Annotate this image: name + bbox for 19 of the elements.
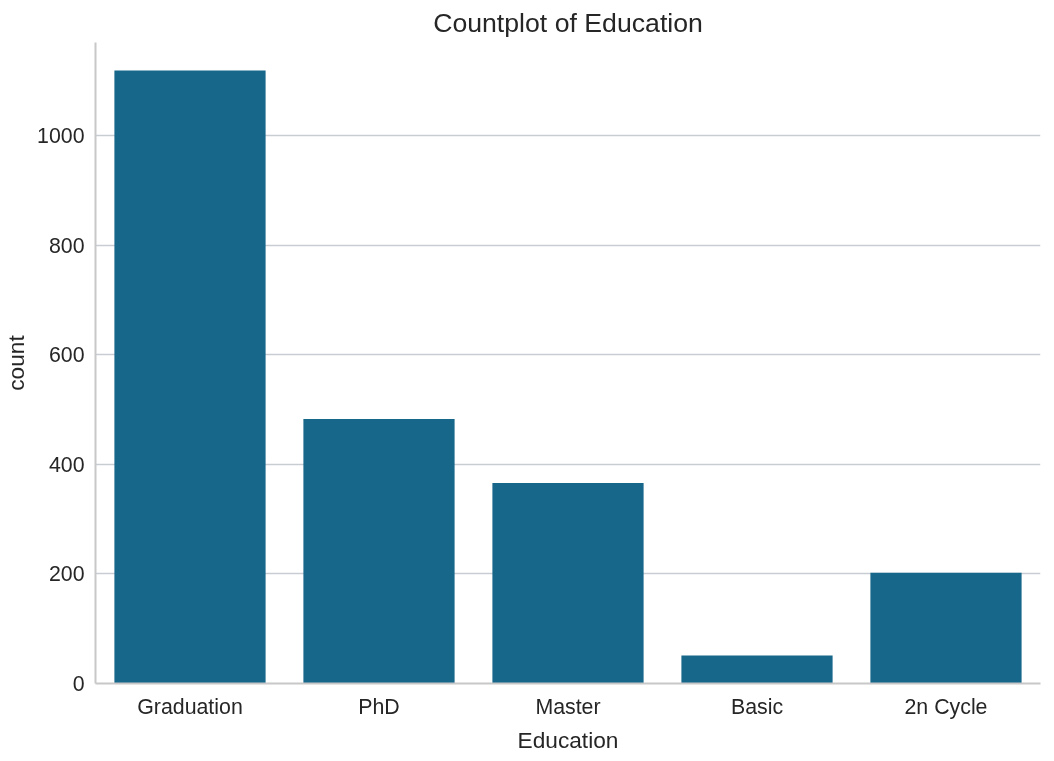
x-tick-label: 2n Cycle bbox=[904, 694, 988, 719]
bar bbox=[114, 70, 266, 684]
y-tick-label: 200 bbox=[48, 562, 85, 587]
x-tick-label: Graduation bbox=[137, 694, 243, 719]
bar bbox=[870, 572, 1022, 684]
bar bbox=[492, 482, 644, 684]
x-tick-label: PhD bbox=[358, 694, 400, 719]
x-tick-label: Master bbox=[535, 694, 601, 719]
bar bbox=[681, 655, 833, 684]
chart-title: Countplot of Education bbox=[433, 7, 703, 38]
y-tick-label: 400 bbox=[48, 452, 85, 477]
x-tick-label: Basic bbox=[730, 694, 784, 719]
x-axis-title: Education bbox=[517, 726, 619, 753]
bar bbox=[303, 418, 455, 684]
y-tick-label: 600 bbox=[48, 343, 85, 368]
y-tick-label: 800 bbox=[48, 233, 85, 258]
y-axis-title: count bbox=[3, 334, 30, 391]
y-tick-label: 1000 bbox=[37, 124, 85, 149]
y-tick-label: 0 bbox=[72, 672, 85, 696]
